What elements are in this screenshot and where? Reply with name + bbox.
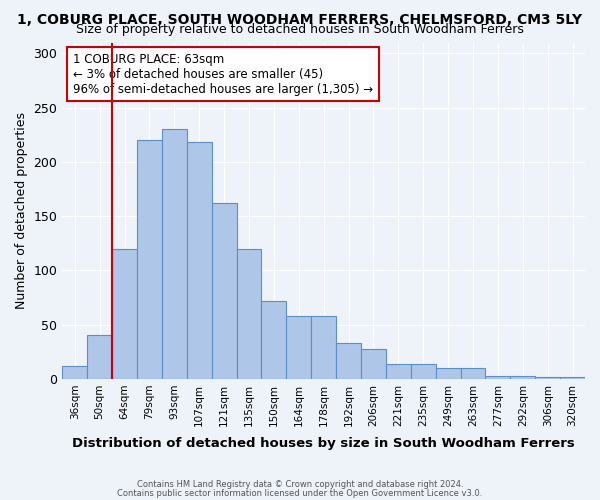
Bar <box>485 376 511 379</box>
Bar <box>212 203 236 379</box>
Bar <box>162 130 187 379</box>
Bar <box>286 316 311 379</box>
Bar <box>137 140 162 379</box>
Text: Contains HM Land Registry data © Crown copyright and database right 2024.: Contains HM Land Registry data © Crown c… <box>137 480 463 489</box>
X-axis label: Distribution of detached houses by size in South Woodham Ferrers: Distribution of detached houses by size … <box>72 437 575 450</box>
Bar <box>511 376 535 379</box>
Bar <box>336 343 361 379</box>
Bar <box>361 348 386 379</box>
Y-axis label: Number of detached properties: Number of detached properties <box>15 112 28 309</box>
Text: 1 COBURG PLACE: 63sqm
← 3% of detached houses are smaller (45)
96% of semi-detac: 1 COBURG PLACE: 63sqm ← 3% of detached h… <box>73 52 373 96</box>
Bar <box>436 368 461 379</box>
Text: Contains public sector information licensed under the Open Government Licence v3: Contains public sector information licen… <box>118 488 482 498</box>
Bar <box>262 301 286 379</box>
Bar <box>236 248 262 379</box>
Text: 1, COBURG PLACE, SOUTH WOODHAM FERRERS, CHELMSFORD, CM3 5LY: 1, COBURG PLACE, SOUTH WOODHAM FERRERS, … <box>17 12 583 26</box>
Text: Size of property relative to detached houses in South Woodham Ferrers: Size of property relative to detached ho… <box>76 22 524 36</box>
Bar <box>311 316 336 379</box>
Bar <box>187 142 212 379</box>
Bar <box>386 364 411 379</box>
Bar <box>112 248 137 379</box>
Bar <box>560 376 585 379</box>
Bar <box>535 376 560 379</box>
Bar <box>461 368 485 379</box>
Bar <box>62 366 87 379</box>
Bar <box>411 364 436 379</box>
Bar <box>87 336 112 379</box>
